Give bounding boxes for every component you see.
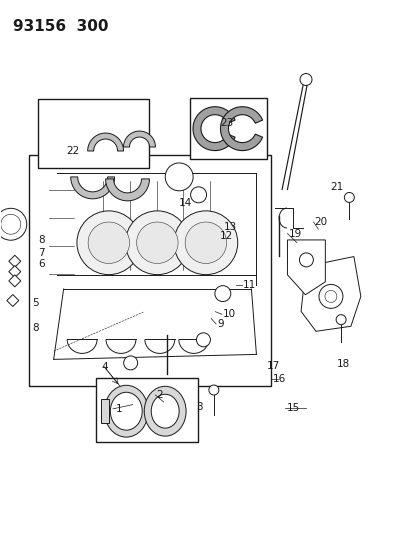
Bar <box>190 98 266 159</box>
Text: 93156  300: 93156 300 <box>13 19 108 34</box>
Circle shape <box>1 214 21 234</box>
Polygon shape <box>9 255 21 267</box>
Polygon shape <box>7 295 19 306</box>
Polygon shape <box>220 107 262 151</box>
Circle shape <box>318 285 342 309</box>
Text: 2: 2 <box>156 390 163 400</box>
Circle shape <box>214 286 230 302</box>
Text: 10: 10 <box>222 309 235 319</box>
Circle shape <box>185 222 226 263</box>
Ellipse shape <box>151 394 179 428</box>
Bar <box>95 378 197 442</box>
Circle shape <box>190 187 206 203</box>
Text: 8: 8 <box>32 322 38 333</box>
Text: 3: 3 <box>196 402 202 411</box>
Text: 7: 7 <box>38 248 44 258</box>
Bar <box>28 155 271 386</box>
Text: 14: 14 <box>178 198 192 208</box>
Polygon shape <box>71 177 114 199</box>
Polygon shape <box>9 265 21 278</box>
Circle shape <box>299 253 313 267</box>
Text: 19: 19 <box>288 229 301 239</box>
Text: 13: 13 <box>223 222 236 232</box>
Text: 8: 8 <box>38 235 44 245</box>
Text: 17: 17 <box>266 361 280 372</box>
Text: 21: 21 <box>329 182 342 192</box>
Circle shape <box>165 163 192 191</box>
Ellipse shape <box>144 386 186 436</box>
Circle shape <box>136 222 178 263</box>
Text: 23: 23 <box>220 118 233 128</box>
Circle shape <box>88 222 129 263</box>
Text: 11: 11 <box>242 280 255 290</box>
Circle shape <box>125 211 189 274</box>
Circle shape <box>123 356 137 370</box>
Ellipse shape <box>110 392 142 430</box>
Bar <box>38 99 149 168</box>
Circle shape <box>173 211 237 274</box>
Circle shape <box>0 208 27 240</box>
Circle shape <box>299 74 311 85</box>
Circle shape <box>209 385 218 395</box>
Bar <box>101 399 109 423</box>
Polygon shape <box>123 131 155 147</box>
Text: 6: 6 <box>38 260 44 269</box>
Text: 5: 5 <box>32 297 38 308</box>
Circle shape <box>344 192 354 203</box>
Circle shape <box>335 314 345 325</box>
Text: 22: 22 <box>66 146 79 156</box>
Text: 12: 12 <box>220 231 233 241</box>
Text: 4: 4 <box>101 362 108 373</box>
Ellipse shape <box>104 385 148 437</box>
Text: 18: 18 <box>336 359 349 369</box>
Polygon shape <box>88 133 123 151</box>
Polygon shape <box>287 240 325 295</box>
Text: 16: 16 <box>272 374 285 384</box>
Text: 1: 1 <box>115 404 122 414</box>
Text: 20: 20 <box>313 217 327 227</box>
Circle shape <box>196 333 210 347</box>
Polygon shape <box>192 107 235 151</box>
Circle shape <box>77 211 140 274</box>
Polygon shape <box>105 179 149 201</box>
Circle shape <box>324 290 336 302</box>
Text: 15: 15 <box>286 403 299 413</box>
Text: 9: 9 <box>217 319 223 329</box>
Polygon shape <box>300 256 360 332</box>
Polygon shape <box>9 275 21 287</box>
